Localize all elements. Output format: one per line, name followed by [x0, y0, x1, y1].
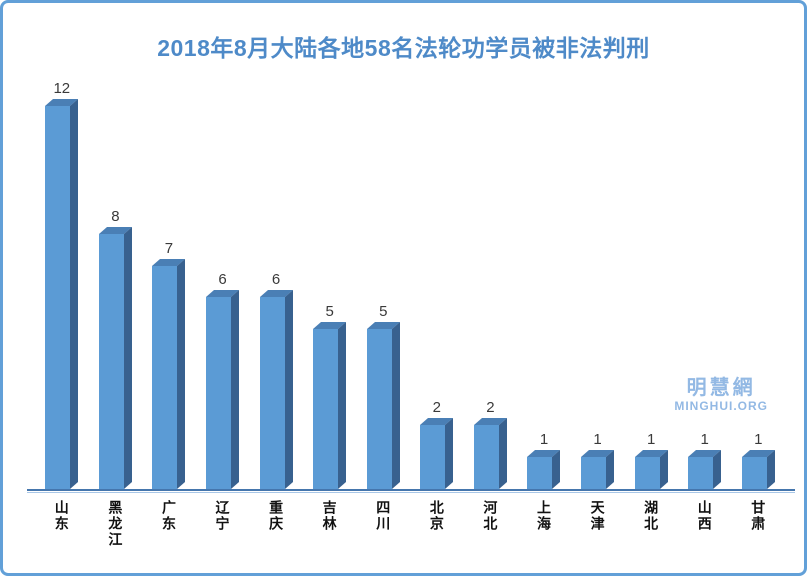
category-label: 上海 — [535, 500, 552, 532]
category-label: 辽宁 — [214, 500, 231, 532]
bar-value-label: 2 — [486, 399, 495, 416]
category-label: 甘肃 — [750, 500, 767, 532]
bars-area: 12 8 7 6 6 5 5 2 2 1 1 1 1 1 — [35, 69, 785, 489]
watermark-cjk-text: 明慧網 — [686, 377, 756, 399]
category-label-cell: 吉林 — [303, 500, 357, 532]
category-label: 黑龙江 — [107, 500, 124, 548]
bar-value-label: 6 — [271, 271, 281, 288]
category-label-cell: 北京 — [410, 500, 464, 532]
bar-value-label: 8 — [111, 208, 120, 225]
bar-3d — [634, 450, 668, 489]
bar-value-label: 2 — [432, 399, 441, 416]
category-label-cell: 重庆 — [249, 500, 303, 532]
category-label-cell: 湖北 — [624, 500, 678, 532]
category-label: 广东 — [160, 500, 177, 532]
bar-column: 6 — [249, 272, 303, 489]
bar-column: 1 — [732, 432, 786, 489]
bar-column: 2 — [410, 400, 464, 489]
bar-column: 8 — [89, 209, 143, 489]
category-label: 北京 — [428, 500, 445, 532]
bar-3d — [366, 322, 400, 489]
bar-column: 1 — [517, 432, 571, 489]
bar-column: 5 — [356, 304, 410, 489]
minghui-watermark: 明慧網 MINGHUI.ORG — [674, 377, 768, 413]
bar-value-label: 5 — [325, 303, 334, 320]
watermark-latin-text: MINGHUI.ORG — [674, 399, 768, 413]
bar-value-label: 1 — [700, 431, 709, 448]
category-label: 河北 — [482, 500, 499, 532]
category-label: 湖北 — [643, 500, 660, 532]
category-label: 天津 — [589, 500, 606, 532]
bar-3d — [98, 227, 132, 489]
bar-3d — [473, 418, 507, 489]
bar-value-label: 5 — [379, 303, 388, 320]
bar-3d — [581, 450, 615, 489]
category-label-cell: 天津 — [571, 500, 625, 532]
bar-value-label: 1 — [593, 431, 602, 448]
category-label-cell: 山西 — [678, 500, 732, 532]
category-label-cell: 四川 — [356, 500, 410, 532]
category-label-cell: 甘肃 — [732, 500, 786, 532]
bar-column: 6 — [196, 272, 250, 489]
bar-3d — [152, 259, 186, 489]
category-label-cell: 山东 — [35, 500, 89, 532]
bar-column: 5 — [303, 304, 357, 489]
bar-value-label: 1 — [646, 431, 656, 448]
category-label-cell: 河北 — [464, 500, 518, 532]
category-label-cell: 上海 — [517, 500, 571, 532]
bar-column: 1 — [571, 432, 625, 489]
bar-3d — [688, 450, 722, 489]
category-label: 山西 — [696, 500, 713, 532]
category-label: 四川 — [375, 500, 392, 532]
bar-column: 1 — [624, 432, 678, 489]
bar-column: 1 — [678, 432, 732, 489]
bar-3d — [259, 290, 293, 489]
bar-3d — [420, 418, 454, 489]
category-label: 吉林 — [321, 500, 338, 532]
category-labels-row: 山东 黑龙江 广东 辽宁 重庆 吉林 四川 北京 河北 上海 天津 湖北 山西 甘肃 — [35, 500, 785, 548]
bar-value-label: 1 — [539, 431, 549, 448]
category-label: 重庆 — [268, 500, 285, 532]
category-label: 山东 — [53, 500, 70, 532]
category-label-cell: 辽宁 — [196, 500, 250, 532]
bar-column: 7 — [142, 241, 196, 489]
bar-value-label: 6 — [218, 271, 227, 288]
bar-value-label: 7 — [164, 240, 174, 257]
bar-value-label: 1 — [754, 431, 763, 448]
bar-column: 12 — [35, 81, 89, 489]
bar-3d — [45, 99, 79, 489]
bar-3d — [206, 290, 240, 489]
category-label-cell: 广东 — [142, 500, 196, 532]
bar-column: 2 — [464, 400, 518, 489]
x-axis-line — [27, 489, 795, 493]
chart-title: 2018年8月大陆各地58名法轮功学员被非法判刑 — [157, 35, 650, 61]
category-label-cell: 黑龙江 — [89, 500, 143, 548]
bar-3d — [527, 450, 561, 489]
bar-3d — [741, 450, 775, 489]
bar-3d — [313, 322, 347, 489]
bar-value-label: 12 — [53, 80, 71, 97]
